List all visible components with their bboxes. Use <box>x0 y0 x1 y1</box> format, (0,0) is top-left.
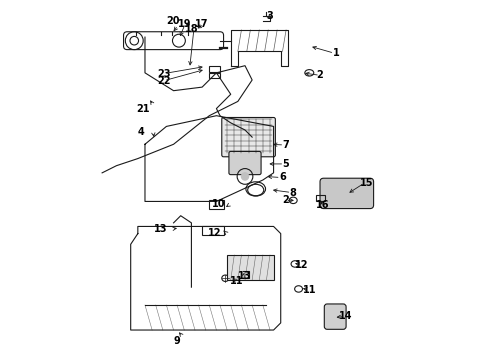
Text: 15: 15 <box>361 178 374 188</box>
FancyBboxPatch shape <box>227 255 273 280</box>
Text: 6: 6 <box>279 172 286 183</box>
FancyBboxPatch shape <box>320 178 373 208</box>
Text: 23: 23 <box>157 68 171 78</box>
Bar <box>202 226 223 235</box>
Text: 16: 16 <box>316 200 330 210</box>
Circle shape <box>241 172 249 181</box>
Text: 2: 2 <box>283 195 290 205</box>
Text: 10: 10 <box>212 199 225 209</box>
Bar <box>209 66 220 72</box>
Text: 22: 22 <box>157 76 171 86</box>
Text: 13: 13 <box>238 271 251 281</box>
Text: 19: 19 <box>177 18 191 28</box>
Text: 11: 11 <box>230 276 244 286</box>
Bar <box>317 195 325 202</box>
Text: 14: 14 <box>339 311 352 321</box>
Text: 7: 7 <box>283 140 290 150</box>
Text: 12: 12 <box>295 260 309 270</box>
Bar <box>209 200 223 208</box>
Text: 3: 3 <box>266 11 272 21</box>
Text: 2: 2 <box>317 70 323 80</box>
Bar <box>209 73 220 78</box>
FancyBboxPatch shape <box>222 117 275 157</box>
Text: 21: 21 <box>136 104 150 113</box>
Text: 1: 1 <box>333 48 340 58</box>
Text: 13: 13 <box>154 224 168 234</box>
Text: 8: 8 <box>290 188 296 198</box>
Text: 5: 5 <box>283 159 290 169</box>
FancyBboxPatch shape <box>229 152 261 175</box>
Text: 12: 12 <box>208 228 222 238</box>
Text: 9: 9 <box>174 337 180 346</box>
Text: 4: 4 <box>138 127 145 137</box>
Text: 11: 11 <box>303 285 317 295</box>
Text: 18: 18 <box>185 24 199 34</box>
Text: 20: 20 <box>166 16 180 26</box>
FancyBboxPatch shape <box>324 304 346 329</box>
Text: 17: 17 <box>195 19 208 29</box>
